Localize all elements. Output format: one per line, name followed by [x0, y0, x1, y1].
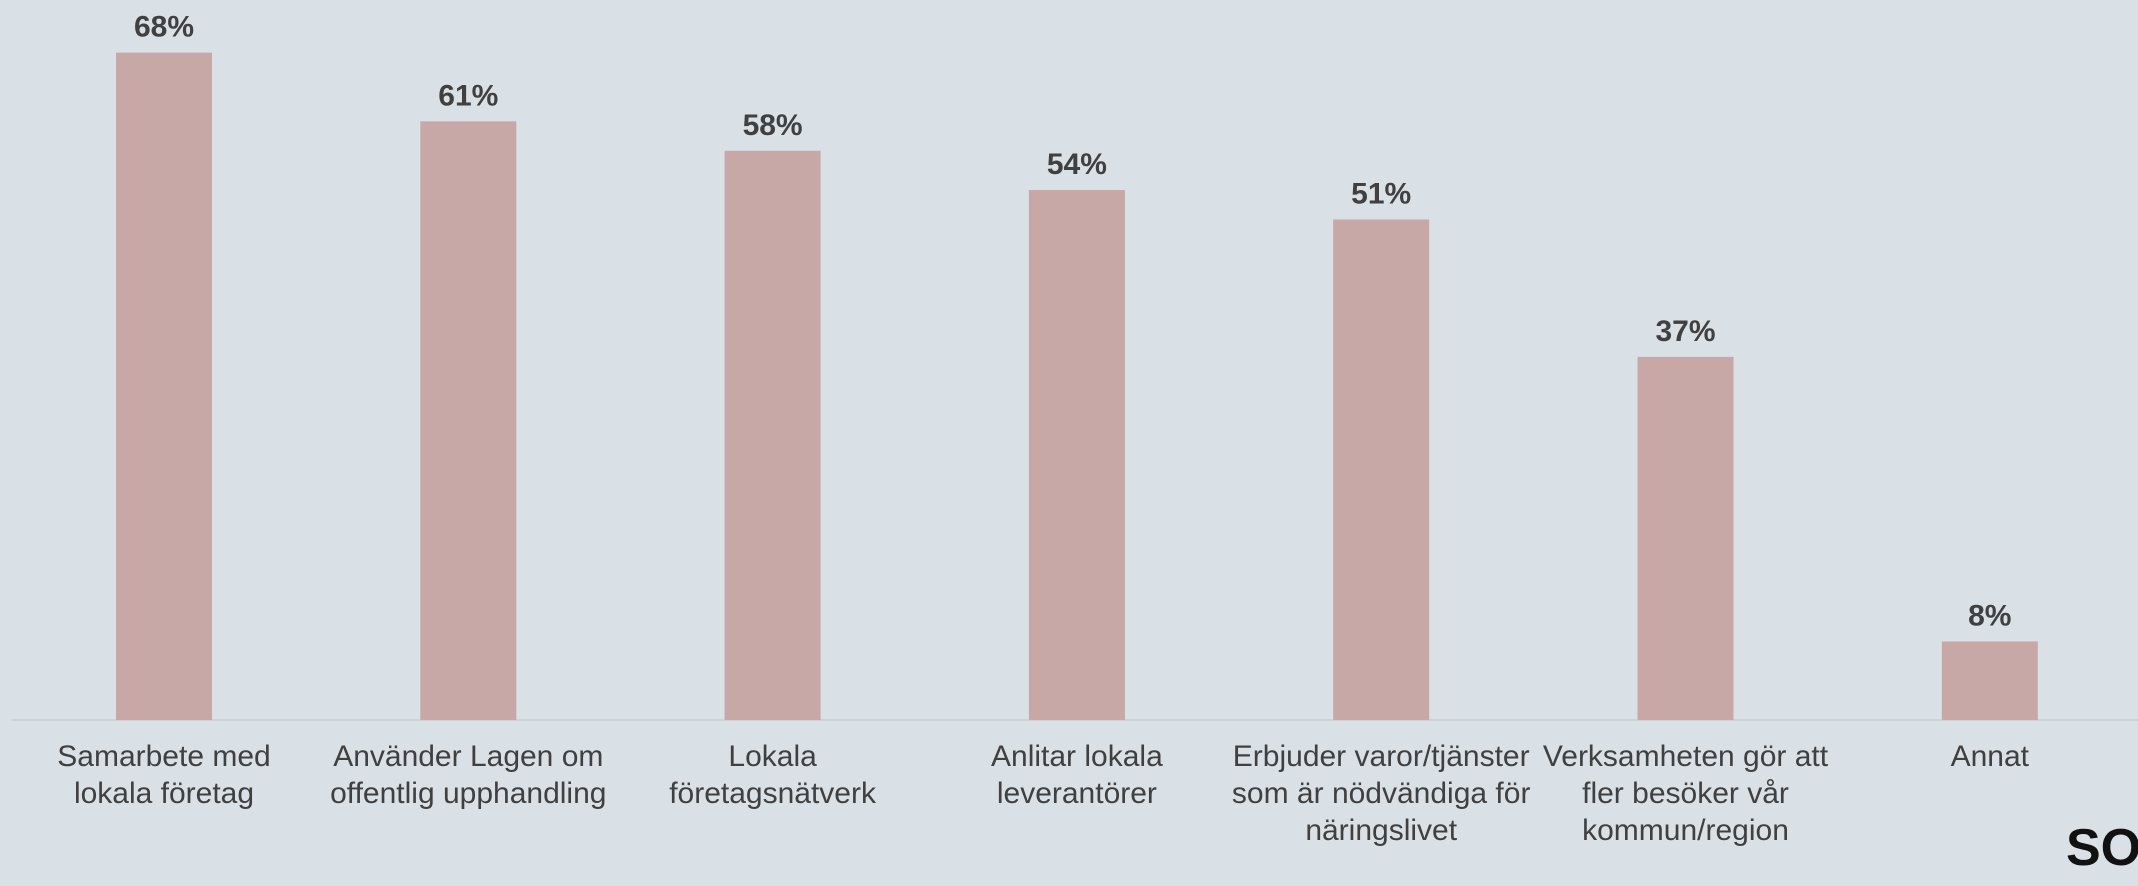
bar	[724, 150, 821, 720]
value-label: 54%	[1047, 148, 1107, 181]
x-tick-label: Använder Lagen om offentlig upphandling	[330, 740, 607, 810]
bar	[1028, 190, 1125, 720]
value-label: 8%	[1968, 599, 2011, 632]
x-tick-label: Lokala företagsnätverk	[669, 740, 876, 810]
bar	[1941, 641, 2038, 720]
x-tick-label: Erbjuder varor/tjänster som är nödvändig…	[1231, 740, 1531, 847]
value-label: 58%	[743, 109, 803, 142]
bar	[116, 52, 212, 721]
x-tick-label: Samarbete med lokala företag	[57, 740, 271, 810]
bar	[1637, 356, 1734, 720]
bar	[420, 121, 517, 721]
x-tick-label: Verksamheten gör att fler besöker vår ko…	[1542, 740, 1829, 847]
value-label: 37%	[1655, 315, 1715, 348]
bar	[1333, 219, 1430, 720]
x-tick-label: Annat	[1950, 740, 2029, 773]
value-label: 51%	[1351, 177, 1411, 210]
logo: SO	[2066, 819, 2138, 877]
value-label: 68%	[134, 11, 194, 44]
x-tick-label: Anlitar lokala leverantörer	[991, 740, 1163, 810]
value-label: 61%	[438, 79, 498, 112]
